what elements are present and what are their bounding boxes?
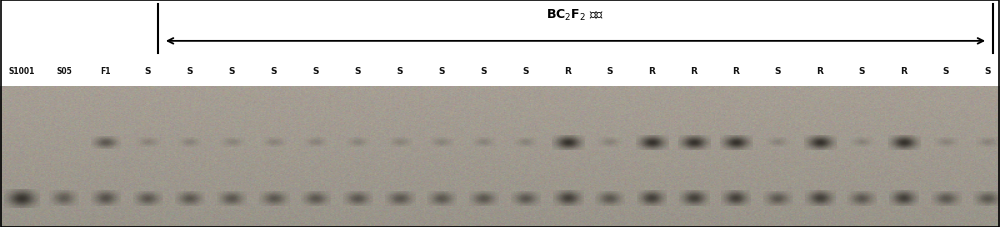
Text: S: S — [439, 67, 445, 76]
Bar — [0, 0, 1000, 86]
Text: S: S — [943, 67, 949, 76]
Text: F1: F1 — [101, 67, 111, 76]
Text: S05: S05 — [56, 67, 72, 76]
Text: S: S — [523, 67, 529, 76]
Text: R: R — [691, 67, 697, 76]
Text: S: S — [313, 67, 319, 76]
Text: R: R — [817, 67, 823, 76]
Text: R: R — [733, 67, 739, 76]
Text: BC$_2$F$_2$ 单株: BC$_2$F$_2$ 单株 — [546, 8, 604, 23]
Text: S1001: S1001 — [9, 67, 35, 76]
Text: S: S — [187, 67, 193, 76]
Text: S: S — [271, 67, 277, 76]
Text: R: R — [649, 67, 655, 76]
Text: R: R — [901, 67, 907, 76]
Text: S: S — [775, 67, 781, 76]
Text: S: S — [985, 67, 991, 76]
Text: S: S — [481, 67, 487, 76]
Text: S: S — [355, 67, 361, 76]
Text: S: S — [145, 67, 151, 76]
Text: S: S — [229, 67, 235, 76]
Text: S: S — [859, 67, 865, 76]
Text: S: S — [397, 67, 403, 76]
Text: R: R — [565, 67, 571, 76]
Text: S: S — [607, 67, 613, 76]
